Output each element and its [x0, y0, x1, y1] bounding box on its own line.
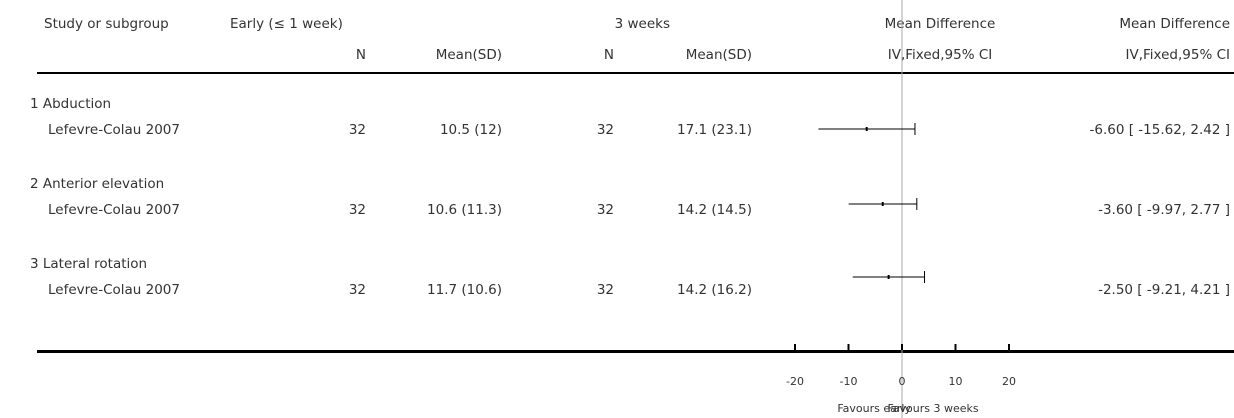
header-method-plot: IV,Fixed,95% CI [887, 47, 993, 63]
n-early: 32 [348, 202, 366, 218]
meansd-late: 14.2 (14.5) [677, 202, 752, 218]
header-meansd-early: Mean(SD) [435, 47, 502, 63]
group-title: 3 Lateral rotation [30, 256, 148, 272]
point-estimate [887, 275, 890, 279]
meansd-early: 10.6 (11.3) [427, 202, 502, 218]
group-title: 2 Anterior elevation [30, 176, 165, 192]
header-n-early: N [355, 47, 366, 63]
n-early: 32 [348, 122, 366, 138]
header-n-late: N [603, 47, 614, 63]
header-study: Study or subgroup [44, 16, 169, 32]
footer-rule [37, 350, 1234, 353]
ci-text: -2.50 [ -9.21, 4.21 ] [1098, 282, 1230, 298]
meansd-early: 11.7 (10.6) [427, 282, 502, 298]
axis-tick-label: 10 [949, 375, 963, 388]
header-rule [37, 72, 1234, 74]
header-early: Early (≤ 1 week) [230, 16, 343, 32]
study-name: Lefevre-Colau 2007 [48, 282, 180, 298]
group-title: 1 Abduction [30, 96, 112, 112]
n-early: 32 [348, 282, 366, 298]
header-late: 3 weeks [614, 16, 670, 32]
axis-tick-label: -20 [786, 375, 804, 388]
header-meansd-late: Mean(SD) [685, 47, 752, 63]
point-estimate [881, 202, 884, 206]
header-method-col: IV,Fixed,95% CI [1125, 47, 1231, 63]
header-md-plot: Mean Difference [884, 16, 996, 32]
axis-tick-label: -10 [840, 375, 858, 388]
n-late: 32 [596, 202, 614, 218]
header-md-col: Mean Difference [1119, 16, 1230, 32]
ci-text: -6.60 [ -15.62, 2.42 ] [1089, 122, 1231, 138]
meansd-late: 17.1 (23.1) [677, 122, 752, 138]
favours-right-label: Favours 3 weeks [887, 402, 978, 415]
point-estimate [865, 127, 868, 131]
meansd-late: 14.2 (16.2) [677, 282, 752, 298]
study-name: Lefevre-Colau 2007 [48, 202, 180, 218]
favours-left-label: Favours early [837, 402, 911, 415]
ci-text: -3.60 [ -9.97, 2.77 ] [1098, 202, 1230, 218]
n-late: 32 [596, 122, 614, 138]
axis-tick-label: 20 [1002, 375, 1016, 388]
n-late: 32 [596, 282, 614, 298]
meansd-early: 10.5 (12) [439, 122, 502, 138]
study-name: Lefevre-Colau 2007 [48, 122, 180, 138]
axis-tick-label: 0 [899, 375, 906, 388]
